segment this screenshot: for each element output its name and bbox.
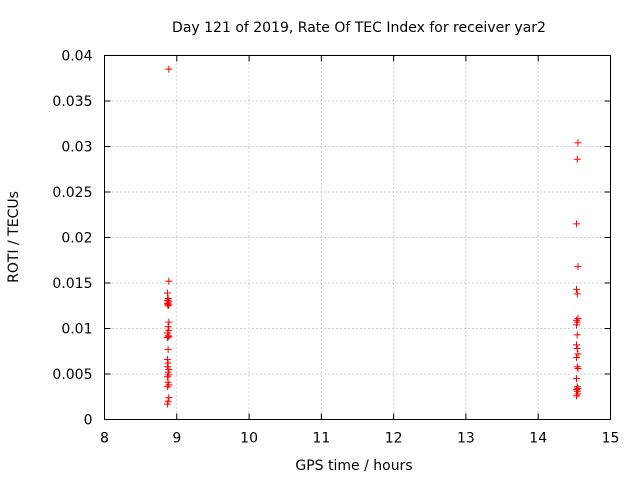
data-point [163,334,171,342]
data-point [165,371,173,379]
data-points [163,65,582,408]
data-point [574,314,582,322]
chart-title: Day 121 of 2019, Rate Of TEC Index for r… [172,20,546,36]
x-tick-label: 11 [312,431,330,447]
data-point [163,373,171,381]
x-axis-label: GPS time / hours [295,458,412,474]
y-tick-label: 0.04 [61,49,92,65]
data-point [574,139,582,147]
data-point [573,363,581,371]
grid [104,55,611,420]
data-point [163,300,171,308]
data-point [573,285,581,293]
data-point [573,354,581,362]
data-point [573,345,581,353]
data-point [574,390,582,398]
y-tick-label: 0.02 [61,231,92,247]
x-tick-label: 14 [529,431,547,447]
data-point [573,385,581,393]
x-tick-label: 13 [457,431,475,447]
data-point [573,321,581,329]
data-point [573,341,581,349]
x-tick-label: 9 [172,431,181,447]
x-tick-label: 12 [385,431,403,447]
data-point [165,333,173,341]
data-point [165,301,173,309]
data-point [573,290,581,298]
data-point [573,375,581,383]
y-tick-label: 0.025 [52,185,92,201]
data-point [164,345,172,353]
y-tick-label: 0.035 [52,94,92,110]
data-point [163,355,171,363]
data-point [165,394,173,402]
data-point [163,383,171,391]
x-tick-label: 10 [240,431,258,447]
data-point [573,392,581,400]
x-tick-label: 8 [100,431,109,447]
data-point [165,277,173,285]
y-axis-label: ROTI / TECUs [6,191,22,283]
data-point [164,332,172,340]
data-point [573,220,581,228]
y-tick-label: 0.03 [61,140,92,156]
y-tick-label: 0.005 [52,367,92,383]
y-tick-label: 0.01 [61,322,92,338]
data-point [164,302,172,310]
data-point [163,400,171,408]
data-point [165,381,173,389]
y-tick-label: 0.015 [52,276,92,292]
data-point [163,289,171,297]
data-point [165,65,173,73]
data-point [573,155,581,163]
data-point [165,318,173,326]
data-point [574,263,582,271]
data-point [574,365,582,373]
data-point [164,323,172,331]
axis-ticks: 8 9 10 11 12 13 14 15 0 0.005 0.01 0.015 0.02 0.025 0.… [52,49,619,447]
data-point [574,350,582,358]
y-tick-label: 0 [84,413,93,429]
data-point [164,359,172,367]
x-tick-label: 15 [602,431,620,447]
data-point [573,331,581,339]
